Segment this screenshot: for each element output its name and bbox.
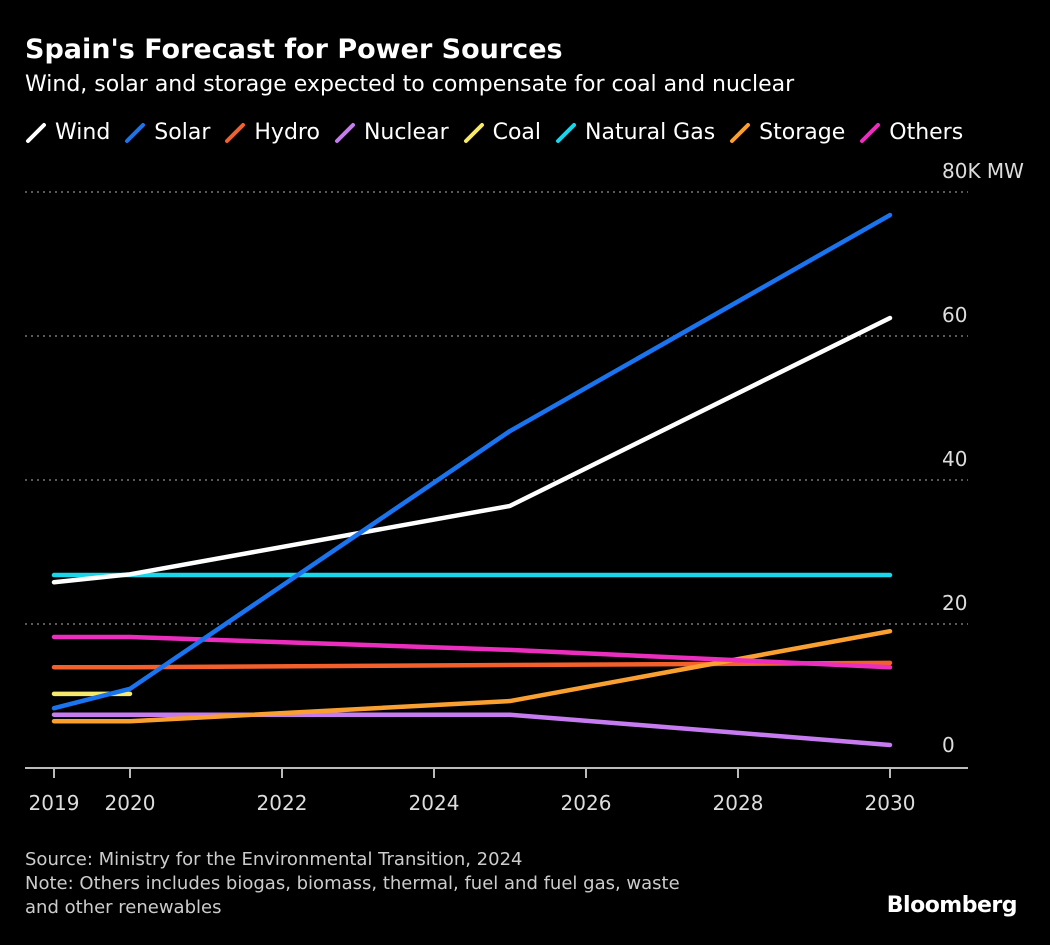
legend-item: Hydro <box>224 120 320 145</box>
footer: Source: Ministry for the Environmental T… <box>25 848 680 920</box>
y-tick-label: 40 <box>942 447 967 471</box>
legend-swatch-icon <box>556 122 577 143</box>
legend-item: Others <box>859 120 963 145</box>
legend-label: Solar <box>154 120 211 145</box>
y-tick-label: 80K MW <box>942 159 1024 183</box>
series-line-others <box>51 634 893 670</box>
legend-swatch-icon <box>860 122 881 143</box>
note-continued: and other renewables <box>25 897 222 918</box>
legend-item: Natural Gas <box>555 120 715 145</box>
legend-swatch-icon <box>463 122 484 143</box>
note: Note: Others includes biogas, biomass, t… <box>25 873 680 894</box>
x-tick-label: 2020 <box>105 791 156 815</box>
legend-label: Hydro <box>254 120 320 145</box>
chart-title: Spain's Forecast for Power Sources <box>25 34 563 65</box>
legend-item: Nuclear <box>334 120 449 145</box>
x-tick-label: 2026 <box>561 791 612 815</box>
series-line-wind <box>51 315 893 585</box>
legend-label: Nuclear <box>363 120 449 145</box>
chart-subtitle: Wind, solar and storage expected to comp… <box>25 72 795 97</box>
x-tick-label: 2019 <box>29 791 80 815</box>
legend-swatch-icon <box>125 122 146 143</box>
series-line-solar <box>51 212 893 711</box>
legend-swatch-icon <box>26 122 46 143</box>
source-note: Source: Ministry for the Environmental T… <box>25 849 523 870</box>
legend-label: Natural Gas <box>585 120 716 145</box>
y-tick-label: 60 <box>942 303 967 327</box>
series-line-nuclear <box>51 712 893 748</box>
x-tick-label: 2030 <box>865 791 916 815</box>
legend-item: Storage <box>729 120 845 145</box>
legend-item: Coal <box>463 120 541 145</box>
legend-item: Wind <box>25 120 110 145</box>
legend-label: Others <box>889 120 964 145</box>
legend-label: Wind <box>55 120 111 145</box>
x-tick-label: 2022 <box>257 791 308 815</box>
y-tick-label: 0 <box>942 733 955 757</box>
legend-swatch-icon <box>225 122 246 143</box>
legend-item: Solar <box>124 120 210 145</box>
x-tick-label: 2028 <box>713 791 764 815</box>
y-tick-label: 20 <box>942 591 967 615</box>
bloomberg-logo: Bloomberg <box>886 893 1018 918</box>
legend-label: Coal <box>492 120 542 145</box>
legend-label: Storage <box>759 120 846 145</box>
legend-swatch-icon <box>334 122 355 143</box>
x-tick-label: 2024 <box>409 791 460 815</box>
series-line-storage <box>51 628 893 724</box>
legend: Wind Solar Hydro Nuclear Coal Natural Gas Stor… <box>25 120 963 145</box>
legend-swatch-icon <box>730 122 751 143</box>
